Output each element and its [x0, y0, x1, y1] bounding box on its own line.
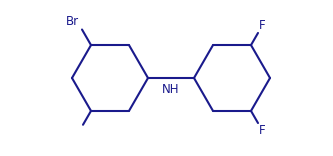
Text: Br: Br	[66, 15, 79, 27]
Text: NH: NH	[162, 83, 180, 96]
Text: F: F	[259, 124, 266, 137]
Text: F: F	[259, 19, 266, 32]
